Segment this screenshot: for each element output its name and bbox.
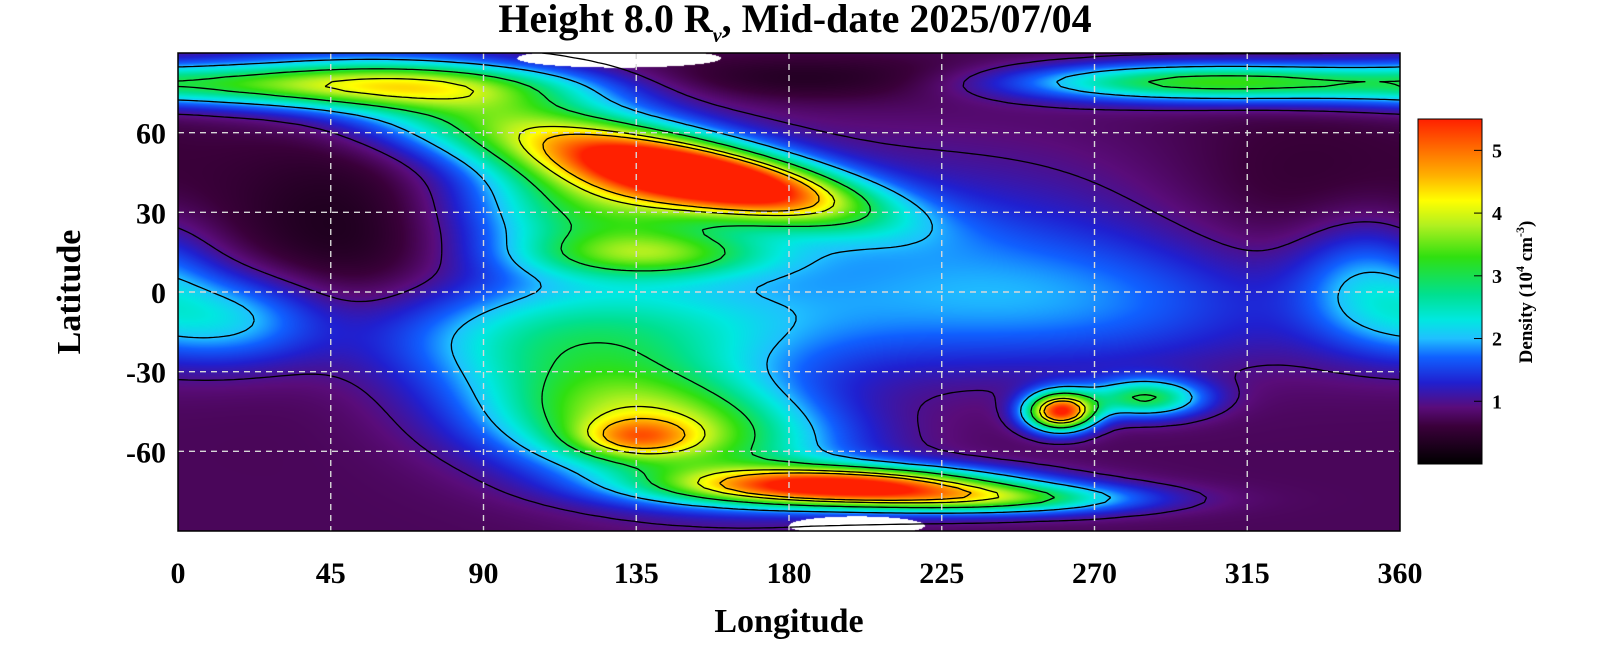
gridlines <box>178 53 1400 531</box>
y-tick-label: -30 <box>126 357 166 390</box>
x-tick-label: 360 <box>1378 557 1423 590</box>
y-tick-label: 0 <box>151 277 166 310</box>
colorbar-tick-label: 4 <box>1492 203 1502 225</box>
x-tick-label: 180 <box>767 557 812 590</box>
colorbar-tick-label: 3 <box>1492 266 1502 288</box>
colorbar: 1 2 3 4 5 Density (104 cm-3) <box>1417 118 1537 465</box>
plot-area <box>177 52 1401 532</box>
x-axis-ticks: 0 45 90 135 180 225 270 315 360 <box>171 557 1423 590</box>
colorbar-frame <box>1417 118 1483 465</box>
plot-frame <box>177 52 1401 532</box>
x-tick-label: 270 <box>1072 557 1117 590</box>
x-tick-label: 315 <box>1225 557 1270 590</box>
contour-level-4 <box>542 133 1081 501</box>
x-tick-label: 225 <box>919 557 964 590</box>
y-tick-label: 30 <box>136 197 166 230</box>
x-tick-label: 90 <box>469 557 499 590</box>
x-tick-label: 45 <box>316 557 346 590</box>
colorbar-tick-label: 5 <box>1492 140 1502 162</box>
x-tick-label: 135 <box>614 557 659 590</box>
x-axis-label: Longitude <box>714 603 863 640</box>
colorbar-gradient <box>1418 119 1482 464</box>
y-tick-label: -60 <box>126 436 166 469</box>
chart-title: Height 8.0 Rv, Mid-date 2025/07/04 <box>498 0 1091 47</box>
contour-level-1 <box>178 58 1400 514</box>
y-axis-label: Latitude <box>51 230 88 355</box>
colorbar-label: Density (104 cm-3) <box>1513 221 1537 364</box>
colorbar-tick-label: 2 <box>1492 329 1502 351</box>
y-tick-label: 60 <box>136 118 166 151</box>
contour-level-2 <box>178 68 1400 509</box>
colorbar-ticks: 1 2 3 4 5 <box>1474 140 1502 413</box>
colorbar-tick-label: 1 <box>1492 391 1502 413</box>
y-axis-ticks: 60 30 0 -30 -60 <box>126 118 166 470</box>
x-tick-label: 0 <box>171 557 186 590</box>
